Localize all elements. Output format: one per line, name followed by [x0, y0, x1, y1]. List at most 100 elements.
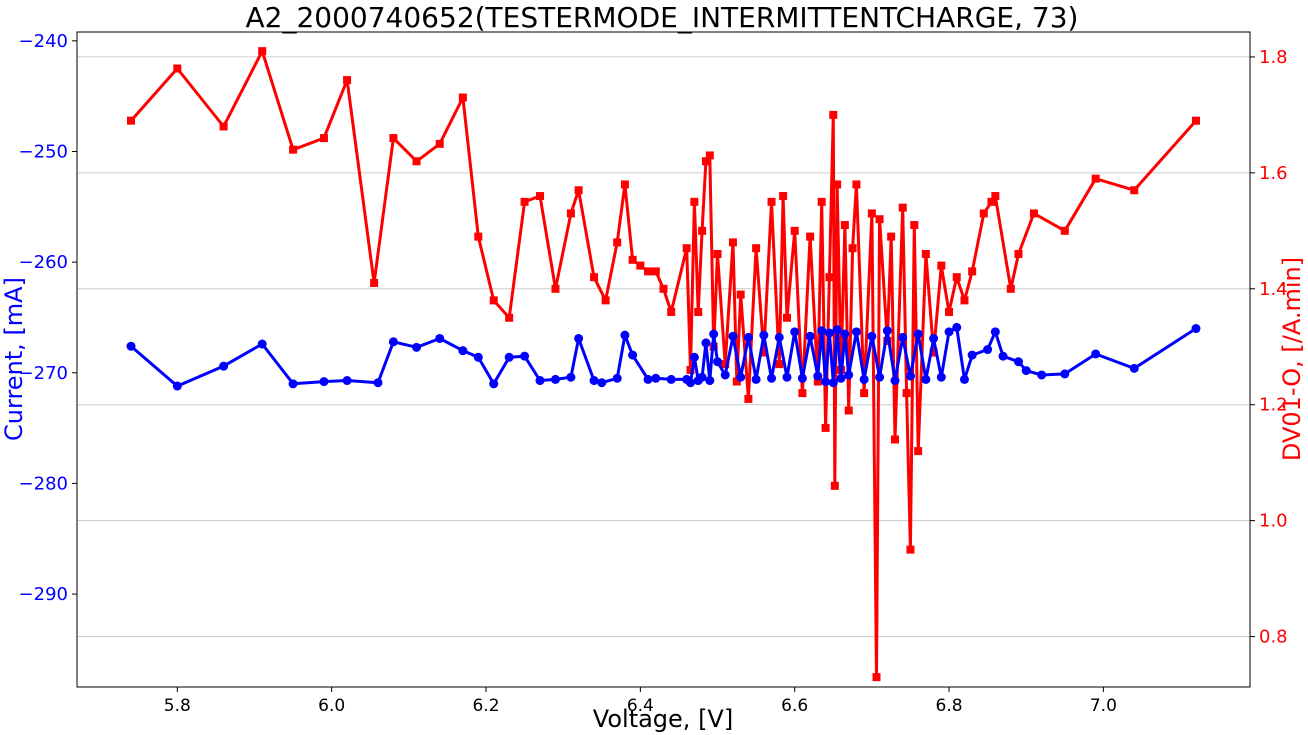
current-point	[1130, 364, 1139, 373]
dv01-point	[660, 285, 668, 293]
current-point	[844, 370, 853, 379]
dv01-point	[903, 389, 911, 397]
x-tick-label: 6.0	[318, 696, 345, 716]
dv01-point	[690, 198, 698, 206]
dv01-point	[831, 482, 839, 490]
y-left-tick-label: −290	[19, 584, 68, 605]
current-point	[667, 375, 676, 384]
current-point	[937, 373, 946, 382]
dv01-point	[320, 134, 328, 142]
dv01-point	[899, 204, 907, 212]
current-point	[1037, 370, 1046, 379]
current-point	[1091, 349, 1100, 358]
current-point	[829, 378, 838, 387]
current-point	[701, 338, 710, 347]
y-left-tick-label: −250	[19, 141, 68, 162]
dv01-point	[937, 262, 945, 270]
current-point	[728, 332, 737, 341]
current-point	[474, 353, 483, 362]
dv01-point	[868, 209, 876, 217]
dv01-point	[922, 250, 930, 258]
current-point	[289, 379, 298, 388]
current-point	[759, 331, 768, 340]
dv01-point	[852, 180, 860, 188]
dv01-point	[818, 198, 826, 206]
dv01-point	[590, 273, 598, 281]
series-dv01	[127, 47, 1200, 681]
dv01-point	[413, 157, 421, 165]
dv01-point	[845, 407, 853, 415]
dv01-point	[636, 262, 644, 270]
dv01-point	[370, 279, 378, 287]
current-point	[875, 373, 884, 382]
dv01-point	[822, 424, 830, 432]
dv01-point	[490, 296, 498, 304]
current-point	[127, 342, 136, 351]
current-point	[566, 373, 575, 382]
current-point	[921, 375, 930, 384]
current-point	[914, 330, 923, 339]
current-point	[736, 373, 745, 382]
current-line	[131, 327, 1196, 386]
current-point	[520, 352, 529, 361]
dv01-point	[1061, 227, 1069, 235]
current-point	[898, 333, 907, 342]
current-point	[435, 334, 444, 343]
current-point	[798, 374, 807, 383]
dv01-point	[551, 285, 559, 293]
dv01-point	[825, 273, 833, 281]
dv01-point	[505, 314, 513, 322]
current-point	[852, 327, 861, 336]
current-point	[698, 373, 707, 382]
current-point	[833, 325, 842, 334]
current-point	[709, 330, 718, 339]
dv01-point	[729, 238, 737, 246]
dv01-point	[536, 192, 544, 200]
current-point	[574, 334, 583, 343]
dv01-point	[644, 267, 652, 275]
current-point	[389, 337, 398, 346]
dv01-point	[667, 308, 675, 316]
dv01-point	[752, 244, 760, 252]
dv01-point	[613, 238, 621, 246]
dv01-point	[343, 76, 351, 84]
dv01-point	[1130, 186, 1138, 194]
current-point	[319, 377, 328, 386]
dv01-point	[602, 296, 610, 304]
current-point	[813, 372, 822, 381]
y-right-tick-label: 1.6	[1259, 163, 1288, 184]
dv01-point	[1092, 175, 1100, 183]
current-point	[644, 375, 653, 384]
current-point	[860, 375, 869, 384]
dv01-point	[876, 215, 884, 223]
current-point	[790, 327, 799, 336]
dv01-point	[714, 250, 722, 258]
current-point	[551, 375, 560, 384]
current-point	[952, 323, 961, 332]
current-point	[817, 326, 826, 335]
dv01-point	[841, 221, 849, 229]
current-point	[782, 373, 791, 382]
current-point	[836, 374, 845, 383]
current-point	[821, 377, 830, 386]
current-point	[999, 352, 1008, 361]
dv01-point	[289, 146, 297, 154]
current-point	[505, 353, 514, 362]
x-tick-label: 7.0	[1090, 696, 1117, 716]
current-point	[536, 376, 545, 385]
dv01-point	[652, 267, 660, 275]
current-point	[713, 357, 722, 366]
current-point	[458, 346, 467, 355]
dv01-point	[872, 673, 880, 681]
current-point	[651, 374, 660, 383]
current-point	[752, 375, 761, 384]
dv01-point	[953, 273, 961, 281]
chart-title: A2_2000740652(TESTERMODE_INTERMITTENTCHA…	[246, 1, 1079, 34]
dv01-point	[798, 389, 806, 397]
dv01-point	[389, 134, 397, 142]
current-point	[883, 326, 892, 335]
current-point	[840, 330, 849, 339]
dv01-point	[914, 447, 922, 455]
current-point	[891, 376, 900, 385]
